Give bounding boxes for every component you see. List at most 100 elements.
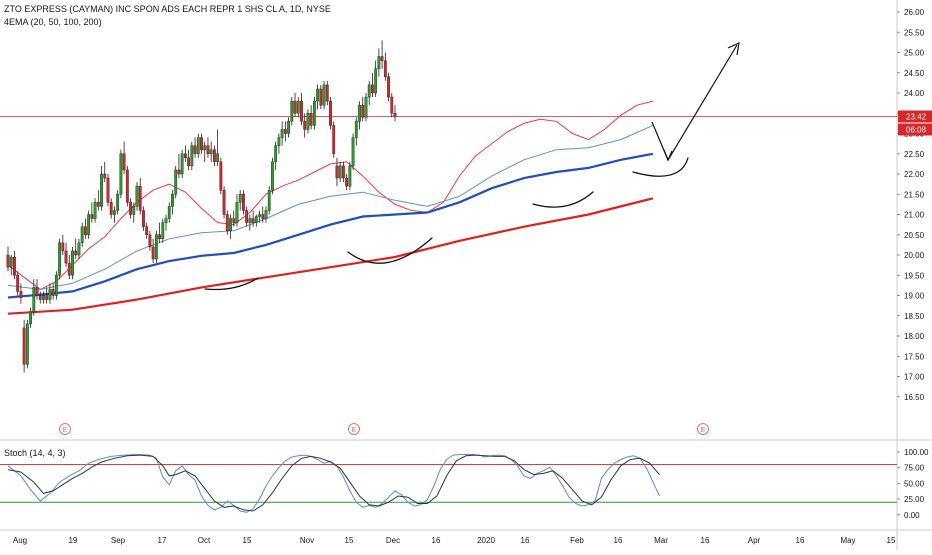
candle: [177, 153, 181, 179]
candle-body: [138, 185, 142, 211]
candle: [380, 40, 384, 69]
support-arc-drawing: [347, 237, 433, 264]
candle-body: [361, 104, 365, 118]
candle-body: [293, 100, 297, 114]
candle: [338, 161, 342, 183]
price-tick-label: 16.50: [904, 393, 925, 402]
price-tick-label: 18.00: [904, 332, 925, 341]
candle: [67, 255, 71, 280]
candle-body: [393, 113, 397, 117]
candle-body: [164, 218, 168, 223]
candle-body: [125, 169, 129, 203]
candle: [61, 234, 65, 255]
candle: [264, 206, 268, 223]
stoch-tick-label: 0.00: [904, 511, 920, 520]
candle: [135, 182, 139, 211]
earnings-marker: [59, 423, 71, 435]
candle-body: [325, 84, 329, 102]
candle: [209, 141, 213, 162]
candle: [54, 271, 58, 300]
candle-body: [261, 214, 265, 219]
time-tick-label: 15: [243, 536, 252, 545]
stoch-tick-label: 25.00: [904, 495, 925, 504]
ema100-line: [7, 152, 654, 299]
candle: [351, 133, 355, 170]
candle: [180, 149, 184, 179]
candle-body: [277, 137, 281, 146]
candle: [248, 214, 252, 231]
candle-body: [206, 145, 210, 154]
candle-body: [235, 202, 239, 223]
candle-body: [171, 194, 174, 207]
candle: [48, 283, 52, 304]
time-tick-label: Dec: [386, 536, 400, 545]
candle: [287, 117, 290, 138]
price-tick-label: 26.00: [904, 8, 925, 17]
candle-body: [322, 84, 326, 106]
candle: [22, 319, 26, 373]
candle-body: [83, 226, 87, 235]
symbol-title: ZTO EXPRESS (CAYMAN) INC SPON ADS EACH R…: [4, 4, 331, 14]
candle: [316, 84, 319, 110]
countdown-badge-label: 06:08: [906, 125, 927, 134]
price-tick-label: 21.00: [904, 211, 925, 220]
candle-body: [58, 242, 62, 276]
candle-body: [74, 250, 78, 256]
candle: [51, 283, 55, 300]
candle-body: [135, 185, 139, 207]
candle-body: [232, 218, 236, 223]
ema50-line: [7, 124, 654, 290]
time-tick-label: Aug: [13, 536, 27, 545]
arrow-head-up: [727, 41, 740, 56]
candle-body: [238, 194, 242, 203]
candle: [229, 214, 232, 239]
candle: [83, 218, 87, 239]
candle: [216, 129, 220, 166]
candle: [303, 113, 307, 138]
candle-body: [245, 210, 249, 223]
candle-body: [45, 295, 49, 300]
candle-body: [174, 169, 178, 195]
stoch-legend: Stoch (14, 4, 3): [4, 448, 66, 458]
candle-body: [351, 137, 355, 167]
candle: [371, 72, 374, 98]
candle-body: [271, 161, 274, 191]
candle: [238, 190, 242, 211]
candle: [200, 133, 203, 154]
candle: [393, 105, 397, 122]
candle: [251, 210, 255, 227]
stoch-tick-label: 75.00: [904, 464, 925, 473]
candle: [374, 60, 378, 98]
candle-body: [312, 100, 316, 126]
stochastic-pane: 100.00 75.00 50.00 25.00 0.00: [0, 448, 932, 531]
candle: [235, 194, 239, 227]
candle-body: [254, 216, 258, 223]
candle-body: [219, 161, 223, 191]
time-tick-label: 16: [796, 536, 805, 545]
price-tick-label: 18.50: [904, 312, 925, 321]
candle: [58, 238, 62, 280]
candle: [187, 149, 190, 170]
candle: [35, 279, 39, 300]
candle-body: [200, 137, 203, 150]
candle: [122, 141, 126, 174]
candle-body: [258, 214, 261, 217]
candle: [29, 307, 32, 328]
price-tick-label: 25.00: [904, 49, 925, 58]
candle: [309, 105, 313, 130]
time-tick-label: 16: [432, 536, 441, 545]
candle: [71, 246, 74, 280]
candle-body: [151, 246, 155, 260]
candle: [116, 190, 120, 215]
candle: [232, 210, 236, 227]
candle-body: [93, 202, 97, 219]
price-tick-label: 20.00: [904, 251, 925, 260]
candle-body: [116, 194, 120, 211]
candle-body: [193, 145, 197, 154]
candle-body: [42, 295, 45, 300]
candle-body: [196, 137, 200, 154]
price-tick-label: 24.50: [904, 69, 925, 78]
time-axis: Aug 19 Sep 17 Oct 15 Nov 15 Dec 16 2020 16 Feb 16 Mar 1…: [13, 536, 896, 545]
candle-body: [100, 173, 103, 207]
